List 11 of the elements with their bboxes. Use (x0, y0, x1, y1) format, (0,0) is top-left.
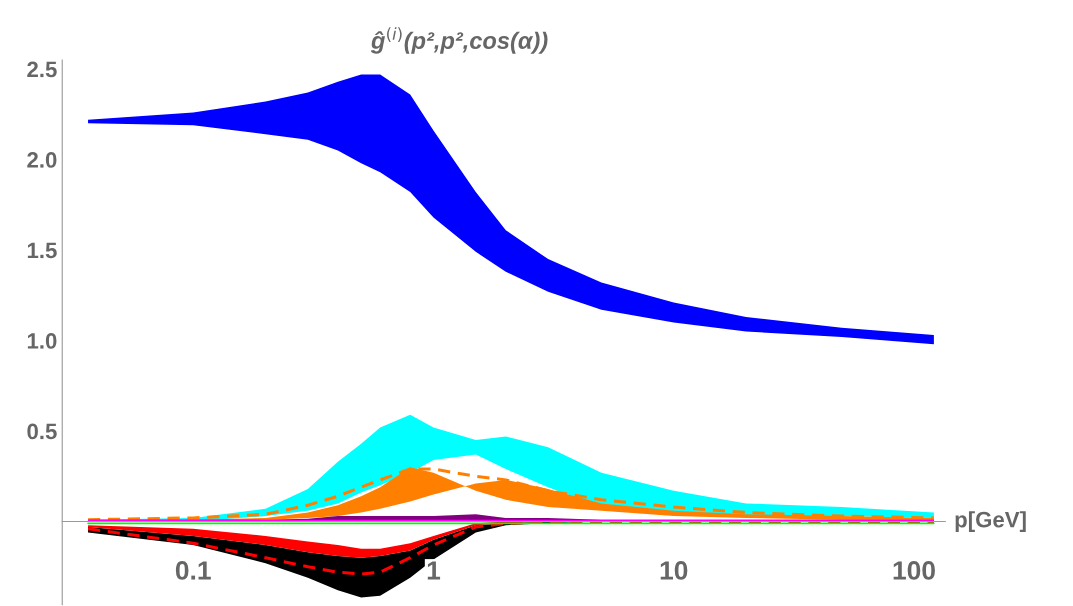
x-tick-label: 1 (427, 561, 441, 580)
x-axis-title: p[GeV] (955, 511, 1026, 532)
chart-title: ĝ$^{(i)}$(p²,p²,cos(α)) (370, 27, 548, 54)
y-tick-label: 0.5 (27, 423, 57, 440)
x-tick-label: 10 (660, 561, 688, 580)
y-tick-label: 2.0 (27, 152, 57, 168)
x-tick-label: 100 (893, 561, 935, 580)
x-tick-label: 0.1 (175, 561, 211, 580)
y-tick-label: 1.5 (27, 242, 57, 259)
y-tick-label: 1.0 (27, 333, 57, 349)
y-tick-label: 2.5 (27, 61, 57, 78)
